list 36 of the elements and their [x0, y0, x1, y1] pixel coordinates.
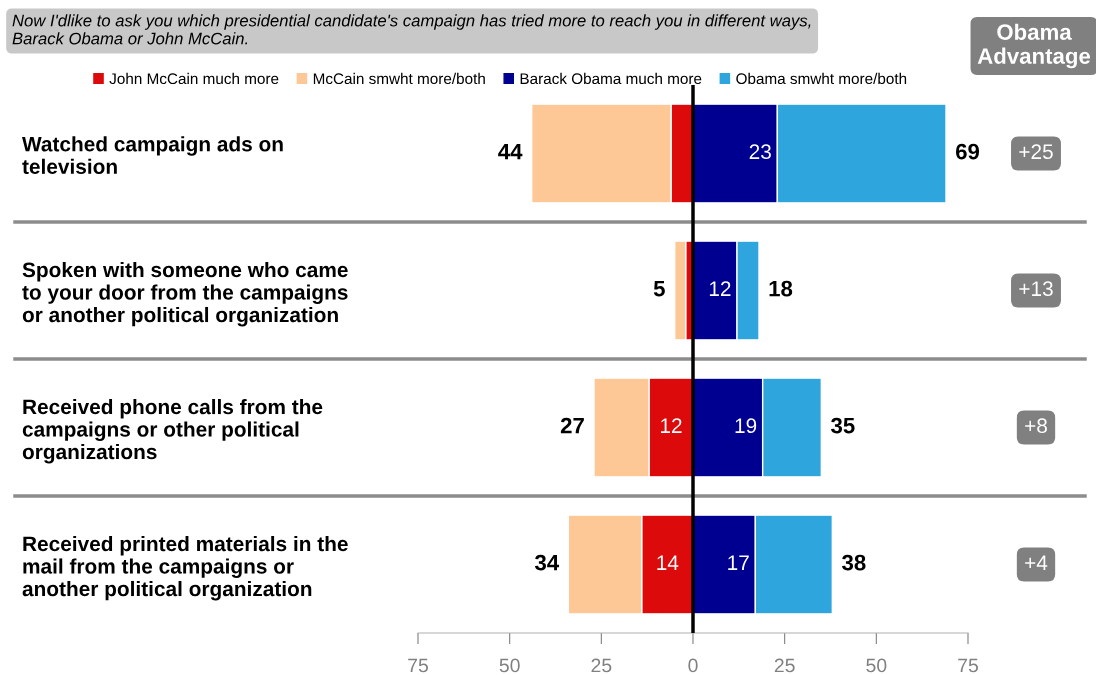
data-label: 12 [661, 418, 682, 433]
legend-label: John McCain much more [109, 72, 279, 85]
text: +8 [1025, 418, 1047, 434]
text: 38 [842, 554, 866, 571]
x-tick-label: 75 [958, 658, 978, 673]
data-label: 23 [749, 144, 771, 160]
text: 44 [498, 143, 523, 160]
text: +4 [1025, 555, 1048, 570]
text: 18 [769, 280, 793, 297]
data-label: 12 [709, 281, 731, 296]
data-label: 19 [735, 418, 757, 434]
y-tick-label: Received phone calls from the campaigns or other political organizations [22, 398, 323, 464]
x-tick-label: 25 [774, 658, 795, 673]
y-tick-label: Watched campaign ads on television [22, 136, 283, 175]
text: 69 [955, 143, 980, 160]
text: 34 [534, 554, 560, 571]
x-tick-label: 25 [591, 658, 612, 673]
x-tick-label: 50 [866, 658, 887, 673]
x-tick-label: 50 [499, 658, 520, 673]
text: 27 [560, 417, 584, 434]
y-tick-label: Received printed materials in the mail from the campaigns or another political organization [22, 535, 348, 601]
y-tick-label: Spoken with someone who came to your door from the campaigns or another political organization [22, 261, 348, 327]
text: +13 [1019, 281, 1053, 297]
x-tick-label: 75 [408, 658, 428, 673]
bar [673, 240, 687, 341]
chart-title: Now I'dlike to ask you which presidential candidate's campaign has tried more to reach you in different ways, Barack Obama or John McCain. [12, 14, 811, 45]
text: 35 [831, 417, 855, 434]
x-tick-label: 0 [688, 658, 698, 673]
text: +25 [1019, 144, 1053, 160]
data-label: 14 [657, 555, 679, 570]
legend-label: Obama smwht more/both [736, 72, 907, 85]
text: Obama Advantage [977, 23, 1091, 69]
data-label: 17 [728, 555, 749, 570]
legend-label: McCain smwht more/both [313, 72, 485, 85]
text: 5 [653, 280, 665, 297]
legend-label: Barack Obama much more [520, 72, 702, 85]
